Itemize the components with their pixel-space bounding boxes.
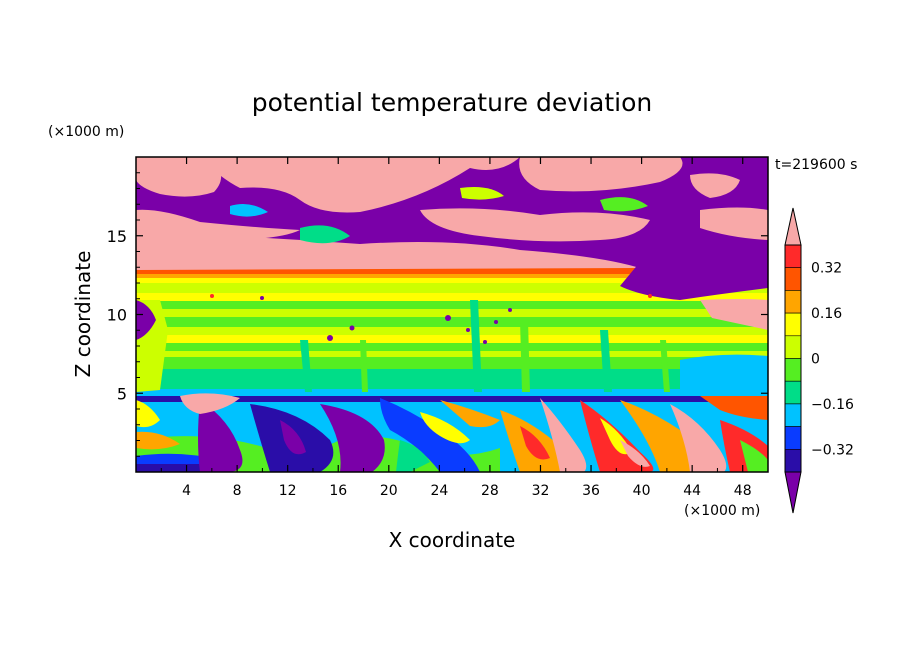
x-tick-label: 12 xyxy=(279,483,297,499)
colorbar-segment xyxy=(784,290,802,314)
colorbar-segment xyxy=(784,448,802,473)
colorbar-tick-label: 0 xyxy=(811,352,820,368)
x-tick-label: 16 xyxy=(329,483,347,499)
scattered-cells xyxy=(136,294,652,344)
x-tick-label: 40 xyxy=(633,483,651,499)
x-axis-ticks: 4 8 12 16 20 24 28 32 36 40 44 48 xyxy=(160,157,752,499)
x-tick-label: 44 xyxy=(683,483,701,499)
colorbar: 0.32 0.16 0 −0.16 −0.32 xyxy=(784,207,854,514)
upper-pink-band xyxy=(136,232,768,330)
colorbar-segment xyxy=(784,312,802,337)
x-tick-label: 32 xyxy=(532,483,550,499)
colorbar-tick-label: −0.32 xyxy=(811,442,854,458)
time-label: t=219600 s xyxy=(775,157,857,173)
colorbar-segment xyxy=(784,267,802,291)
x-tick-label: 4 xyxy=(182,483,191,499)
y-axis-ticks: 5 10 15 xyxy=(107,172,768,457)
colorbar-frame xyxy=(784,244,802,473)
colorbar-segment xyxy=(784,426,802,450)
colorbar-segment xyxy=(784,244,802,269)
y-tick-label: 5 xyxy=(117,384,127,403)
upper-cloud-blobs xyxy=(136,157,768,244)
x-tick-label: 48 xyxy=(734,483,752,499)
y-axis-title: Z coordinate xyxy=(71,251,95,378)
x-tick-label: 28 xyxy=(481,483,499,499)
plot-area xyxy=(136,157,768,472)
x-tick-label: 20 xyxy=(380,483,398,499)
x-tick-label: 24 xyxy=(430,483,448,499)
y-axis-unit: (×1000 m) xyxy=(48,124,124,140)
colorbar-segment xyxy=(784,380,802,405)
colorbar-extend-high xyxy=(784,207,802,246)
colorbar-tick-label: −0.16 xyxy=(811,397,854,413)
colorbar-extend-low xyxy=(784,471,802,514)
colorbar-segment xyxy=(784,358,802,382)
x-axis-unit: (×1000 m) xyxy=(684,503,760,519)
x-axis-title: X coordinate xyxy=(389,528,516,552)
x-tick-label: 8 xyxy=(233,483,242,499)
colorbar-segment xyxy=(784,403,802,427)
mid-layer-stripes xyxy=(136,283,768,396)
chart-title: potential temperature deviation xyxy=(252,88,652,117)
y-tick-label: 15 xyxy=(107,227,127,246)
y-tick-label: 10 xyxy=(107,306,127,325)
lower-turbulent-layer xyxy=(136,393,768,472)
colorbar-segment xyxy=(784,335,802,359)
colorbar-tick-label: 0.16 xyxy=(811,306,842,322)
x-tick-label: 36 xyxy=(582,483,600,499)
colorbar-tick-label: 0.32 xyxy=(811,261,842,277)
